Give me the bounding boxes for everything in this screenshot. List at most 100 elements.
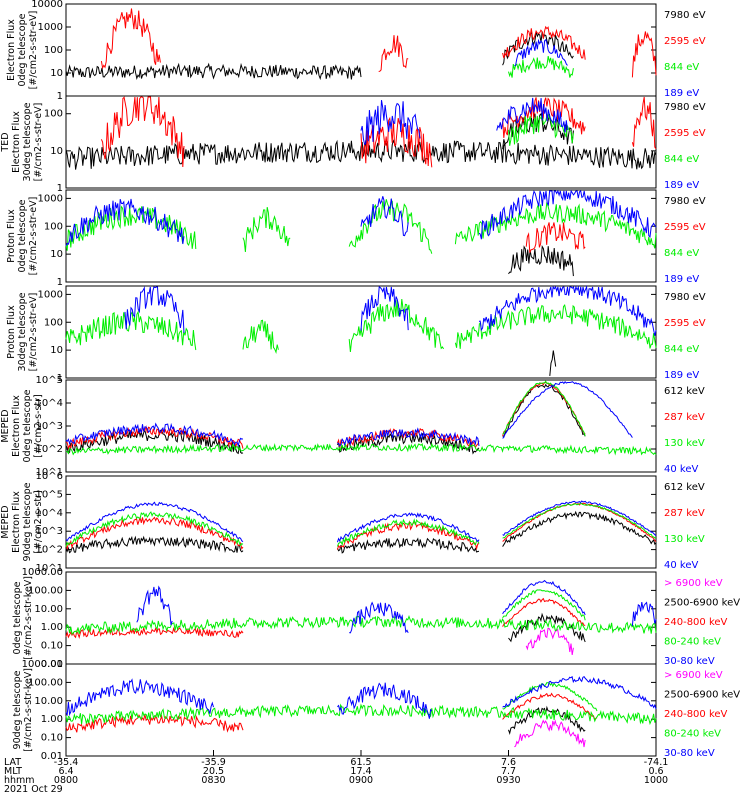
panel-6: 10^1 10^2 10^3 10^4 10^5 10^6 MEPED Electron Fl… (0, 471, 705, 574)
series-80-240-kev (65, 589, 657, 635)
series-line (65, 535, 244, 554)
series-line (631, 96, 657, 150)
series-30-80-kev (136, 579, 657, 634)
series-line (336, 431, 480, 455)
y-axis-label: 90deg telescope (22, 482, 33, 561)
legend-label: 7980 eV (664, 102, 706, 113)
series-line (65, 615, 657, 635)
date-label: 2021 Oct 29 (4, 784, 63, 795)
legend-label: 2595 eV (664, 318, 706, 329)
legend-label: 7980 eV (664, 196, 706, 207)
series-line (65, 198, 185, 247)
y-tick-label: 1000 (38, 289, 63, 300)
y-tick-label: 1 (57, 277, 63, 288)
y-axis-label: MEPED (0, 409, 11, 442)
y-tick-label: 1000.00 (22, 659, 63, 670)
legend-label: 40 keV (664, 464, 698, 475)
y-tick-label: 100 (44, 109, 63, 120)
y-axis-label: [#/cm2-s-str-eV] (28, 11, 39, 90)
series-130-kev (65, 502, 657, 547)
legend-label: 2500-6900 keV (664, 690, 740, 701)
series-line (65, 310, 197, 351)
series-240-800-kev (65, 597, 586, 640)
y-axis-label: 30deg telescope (22, 102, 33, 181)
y-axis-label: [#/cm2-s-str-eV] (28, 197, 39, 276)
series-2595-ev (100, 8, 657, 78)
y-tick-label: 10.00 (34, 604, 63, 615)
series-189-ev (124, 285, 657, 336)
y-tick-label: 1000.00 (22, 567, 63, 578)
series-line (502, 579, 586, 616)
y-axis-label: [#/cm2-s-str] (33, 394, 44, 457)
y-tick-label: 0.01 (41, 751, 63, 762)
series-line (336, 520, 480, 551)
y-axis-label: [#/cm2-s-str-eV] (28, 293, 39, 372)
series-2500-6900-kev (508, 705, 586, 735)
y-tick-label: 10^4 (36, 508, 63, 519)
series-line (502, 30, 574, 66)
y-axis-label: Proton Flux (6, 305, 17, 359)
y-axis-label: 30deg telescope (17, 292, 28, 371)
series-line (502, 502, 657, 543)
x-tick-label: 7.6 (501, 757, 516, 768)
series-line (502, 502, 657, 539)
series-line (454, 201, 657, 249)
y-tick-label: 1.00 (41, 622, 63, 633)
series-7980-ev (549, 350, 557, 376)
series-line (65, 422, 244, 448)
y-tick-label: 1000 (38, 193, 63, 204)
series-line (549, 350, 557, 376)
series-612-kev (65, 383, 586, 455)
series-80-240-kev (65, 682, 657, 726)
x-tick-label: -35.9 (201, 757, 226, 768)
series--6900-kev (525, 627, 574, 655)
legend-label: 80-240 keV (664, 729, 721, 740)
legend-label: 189 eV (664, 88, 699, 99)
series-612-kev (65, 510, 657, 554)
series-40-kev (65, 381, 633, 448)
series-line (336, 512, 480, 543)
legend-label: 240-800 keV (664, 617, 728, 628)
y-tick-label: 10^1 (36, 467, 63, 478)
series-line (631, 31, 657, 78)
panel-frame (65, 475, 657, 569)
x-tick-label: -74.1 (644, 757, 669, 768)
y-axis-label: 0deg telescope (17, 199, 28, 272)
series-line (525, 222, 586, 253)
y-tick-label: 10^5 (36, 489, 63, 500)
series-line (65, 703, 657, 726)
series-240-800-kev (65, 692, 598, 733)
series-line (508, 244, 574, 277)
y-tick-label: 100 (44, 221, 63, 232)
series-line (65, 62, 362, 81)
y-axis-label: 0deg telescope (22, 389, 33, 462)
series-line (65, 425, 244, 450)
series-line (65, 626, 244, 640)
series-line (337, 427, 480, 447)
y-tick-label: 10^4 (36, 398, 63, 409)
x-tick-label: 0930 (496, 775, 520, 786)
legend-label: 30-80 keV (664, 656, 715, 667)
series-line (454, 303, 657, 349)
legend-label: 130 keV (664, 438, 705, 449)
x-tick-label: 0830 (201, 775, 225, 786)
series-40-kev (65, 500, 657, 543)
x-tick-label: 20.5 (203, 766, 224, 777)
y-tick-label: 1 (57, 91, 63, 102)
x-tick-label: 1000 (644, 775, 668, 786)
x-tick-label: 61.5 (350, 757, 371, 768)
legend-label: 2595 eV (664, 128, 706, 139)
series-line (502, 692, 598, 720)
panel-7: 0.01 0.10 1.00 10.00 100.00 1000.00 0deg teles… (12, 567, 740, 670)
legend-label: 2595 eV (664, 222, 706, 233)
series-line (508, 705, 586, 735)
series-line (378, 35, 409, 72)
series-30-80-kev (65, 675, 657, 719)
series-130-kev (65, 380, 657, 456)
y-axis-label: [#/cm2-s-str-keV] (23, 576, 34, 660)
x-tick-label: 0.6 (648, 766, 663, 777)
series-line (502, 25, 586, 60)
series-line (508, 113, 574, 146)
legend-label: 40 keV (664, 560, 698, 571)
